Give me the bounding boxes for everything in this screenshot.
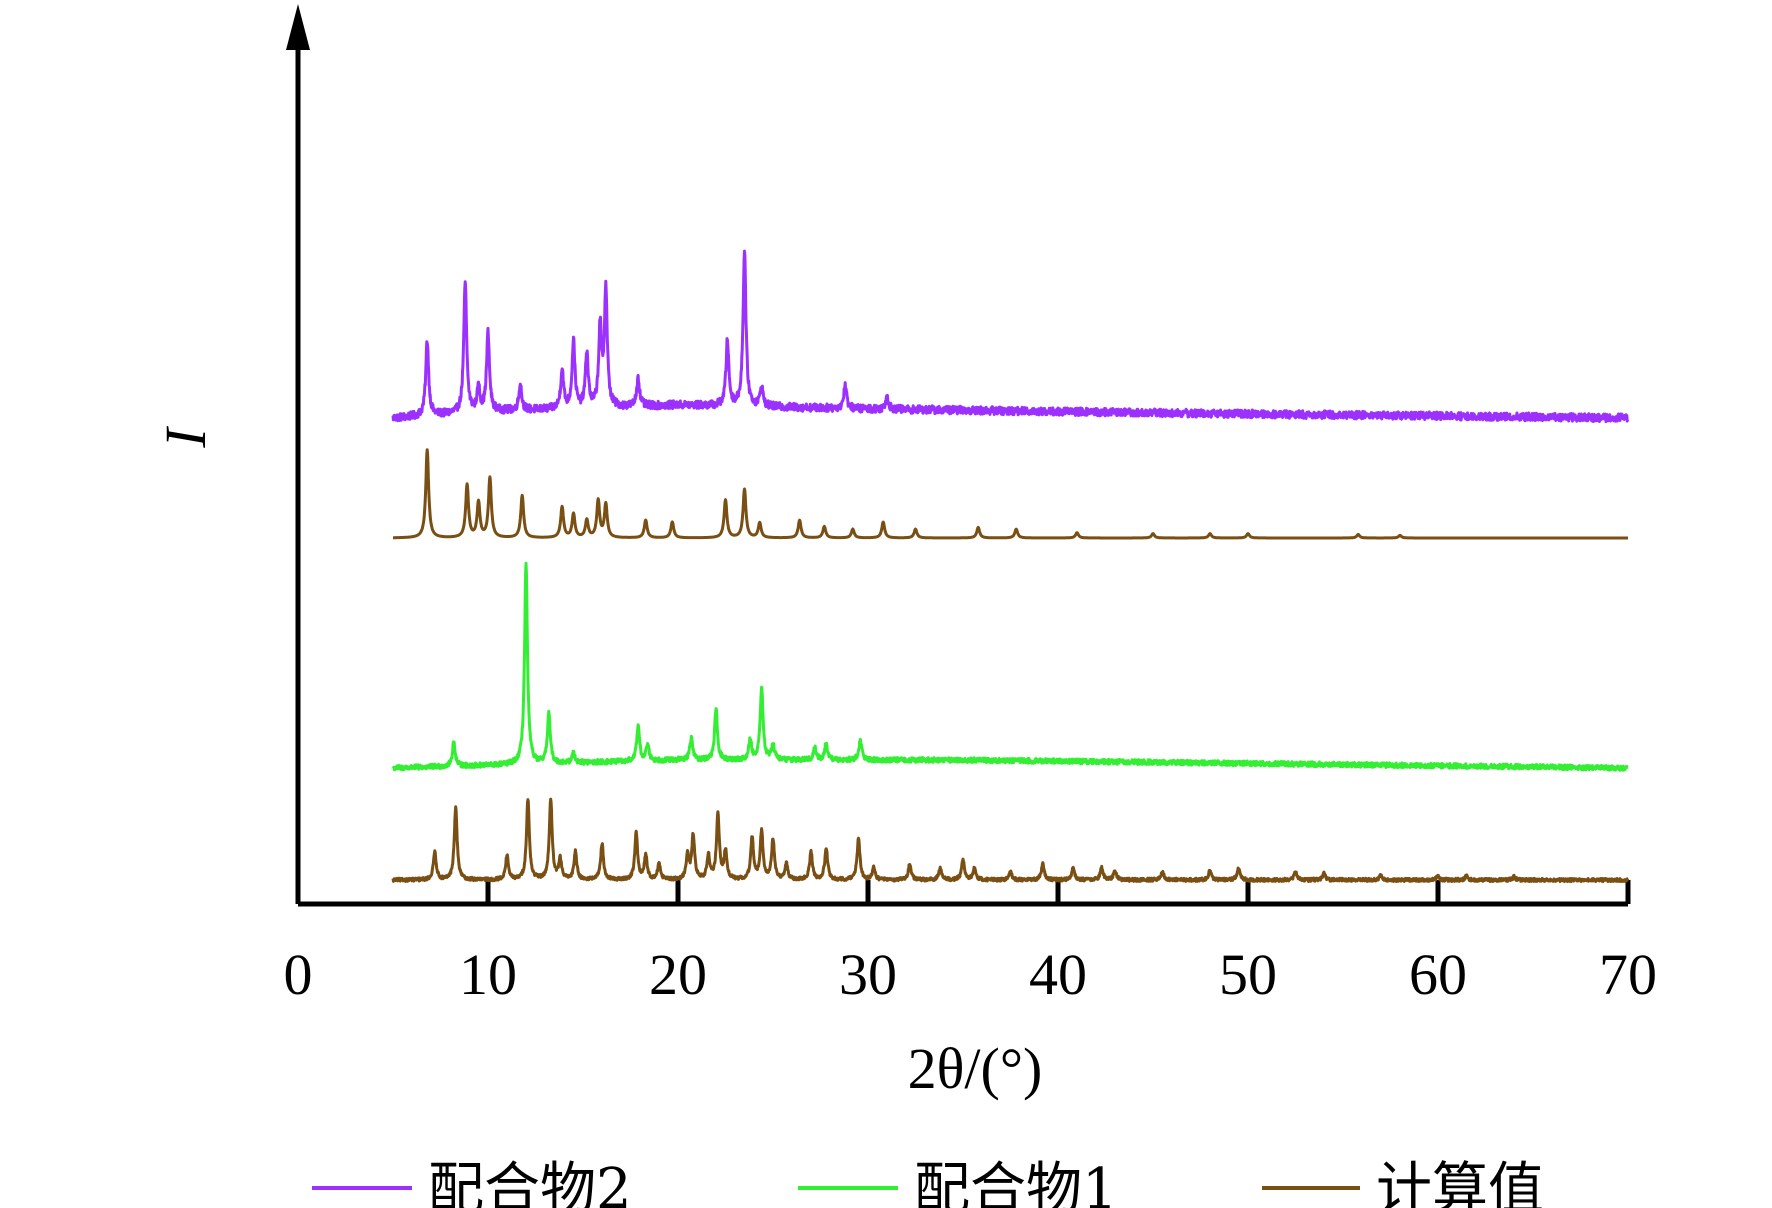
x-tick-label-20: 20 — [649, 942, 707, 1007]
y-axis-title: I — [153, 426, 218, 449]
x-tick-label-50: 50 — [1219, 942, 1277, 1007]
legend-label-1: 配合物2 — [428, 1157, 632, 1208]
x-tick-label-30: 30 — [839, 942, 897, 1007]
series-line-4 — [391, 797, 1630, 884]
x-axis-title: 2θ/(°) — [908, 1036, 1043, 1101]
x-tick-label-0: 0 — [284, 942, 313, 1007]
x-tick-label-10: 10 — [459, 942, 517, 1007]
y-axis-arrow — [286, 4, 310, 50]
series-line-1 — [391, 249, 1630, 424]
series-group — [391, 249, 1630, 884]
legend-label-3: 计算值 — [1376, 1157, 1544, 1208]
x-tick-label-60: 60 — [1409, 942, 1467, 1007]
legend: 配合物2 配合物1 计算值 — [312, 1157, 1544, 1208]
series-line-3 — [391, 561, 1630, 772]
x-tick-label-70: 70 — [1599, 942, 1657, 1007]
legend-label-2: 配合物1 — [914, 1157, 1118, 1208]
series-line-2 — [391, 448, 1630, 540]
x-tick-labels: 0 10 20 30 40 50 60 70 — [284, 942, 1658, 1007]
x-ticks — [295, 880, 1631, 904]
x-tick-label-40: 40 — [1029, 942, 1087, 1007]
